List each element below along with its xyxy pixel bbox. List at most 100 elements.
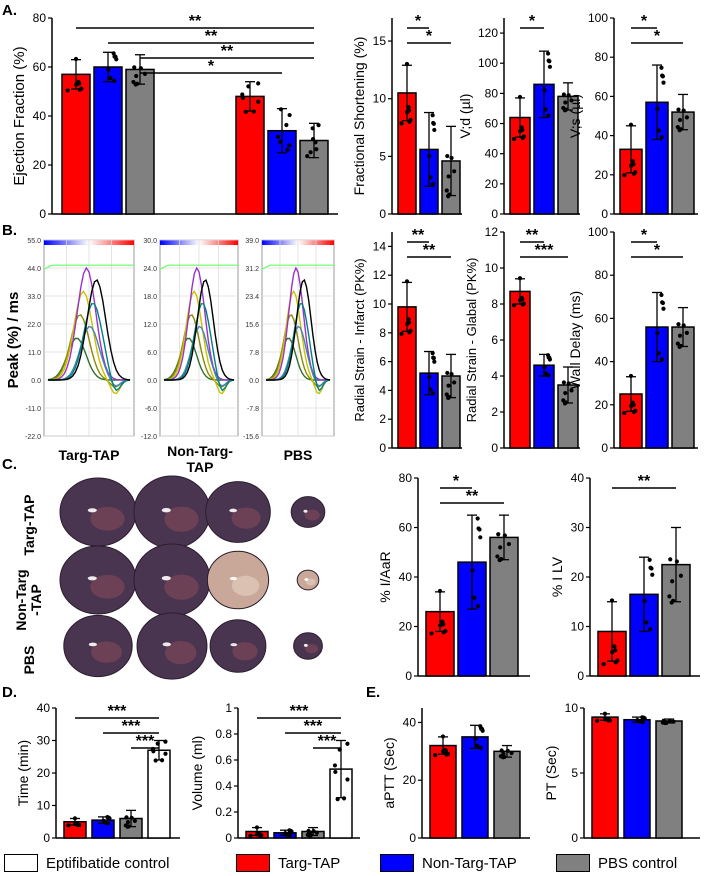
y-tick-label: 18.0 [143,294,157,301]
data-point [433,752,438,758]
reference-line [43,264,134,270]
data-point [430,350,435,356]
data-point [495,554,500,559]
data-point [134,73,139,79]
data-point [251,109,256,114]
subplot-label: Targ-TAP [59,447,120,463]
data-point [345,741,350,746]
significance-label: * [453,473,460,490]
data-point [132,818,137,824]
data-point [546,113,551,118]
data-point [316,123,321,128]
lumen [303,509,308,513]
data-point [440,734,446,739]
data-point [284,122,289,128]
y-tick-label: 100 [588,11,608,25]
y-tick-label: 5 [571,766,578,780]
y-tick-label: 0 [601,207,608,221]
data-point [659,135,664,140]
data-point [681,323,686,328]
data-point [259,833,264,838]
infarct-region [164,506,199,532]
data-point [102,820,107,825]
data-point [311,829,316,834]
bar [125,68,155,215]
significance-label: ** [423,242,436,259]
strain-curve [48,279,131,381]
infarct-region [305,644,319,654]
data-point [543,107,548,112]
data-point [609,598,615,603]
data-point [406,320,412,325]
data-point [472,595,477,600]
data-point [285,147,290,152]
y-axis-label: aPTT (Sec) [381,737,397,808]
infarct-region [165,641,197,665]
data-point [66,823,71,828]
data-point [408,117,413,123]
significance-label: *** [136,733,155,750]
data-point [615,658,620,663]
data-point [79,86,84,91]
data-point [284,832,289,837]
strain-curve [163,266,234,381]
data-point [676,322,681,327]
data-point [662,720,668,726]
significance-label: *** [290,703,309,720]
y-tick-label: 60 [595,89,609,103]
data-point [520,127,525,133]
data-point [631,162,636,167]
data-point [278,139,283,144]
data-point [446,395,451,401]
y-tick-label: 30 [571,521,585,535]
data-point [561,92,566,97]
lumen [161,508,171,513]
data-point [675,341,680,346]
infarct-region [90,506,125,531]
data-point [428,387,433,392]
data-point [404,61,410,67]
data-point [500,755,506,760]
y-tick-label: 60 [33,60,47,74]
data-point [310,136,316,142]
panel-letter-e: E. [366,684,381,701]
significance-label: * [641,227,648,244]
data-point [521,301,526,306]
data-point [308,150,313,155]
data-point [430,113,435,118]
data-point [547,355,552,360]
data-point [470,568,475,573]
data-point [671,719,676,724]
data-point [543,371,548,376]
lumen [88,642,97,647]
data-point [133,82,138,87]
legend-label: Targ-TAP [278,854,341,872]
data-point [256,81,261,86]
y-tick-label: 40 [403,715,417,729]
data-point [446,383,451,388]
data-point [656,351,661,356]
data-point [432,359,437,364]
data-point [650,572,655,577]
data-point [305,154,310,159]
y-tick-label: 40 [399,570,413,584]
subplot-label-part: TAP [187,459,214,475]
y-axis-label: Volume (ml) [189,736,205,811]
y-tick-label: 23.4 [245,294,259,301]
y-tick-label: 120 [478,26,498,40]
y-tick-label: 12 [373,268,387,282]
data-point [310,126,315,131]
data-point [602,711,608,716]
data-point [77,822,82,828]
infarct-region [164,574,199,600]
y-tick-label: 7.8 [249,350,259,357]
infarct-region [232,642,258,661]
data-point [444,188,449,193]
y-tick-label: 12 [485,225,499,239]
y-tick-label: 6 [379,355,386,369]
bar [61,73,91,215]
data-point [497,558,502,563]
data-point [113,54,118,59]
significance-label: * [426,28,433,45]
data-point [640,720,645,725]
